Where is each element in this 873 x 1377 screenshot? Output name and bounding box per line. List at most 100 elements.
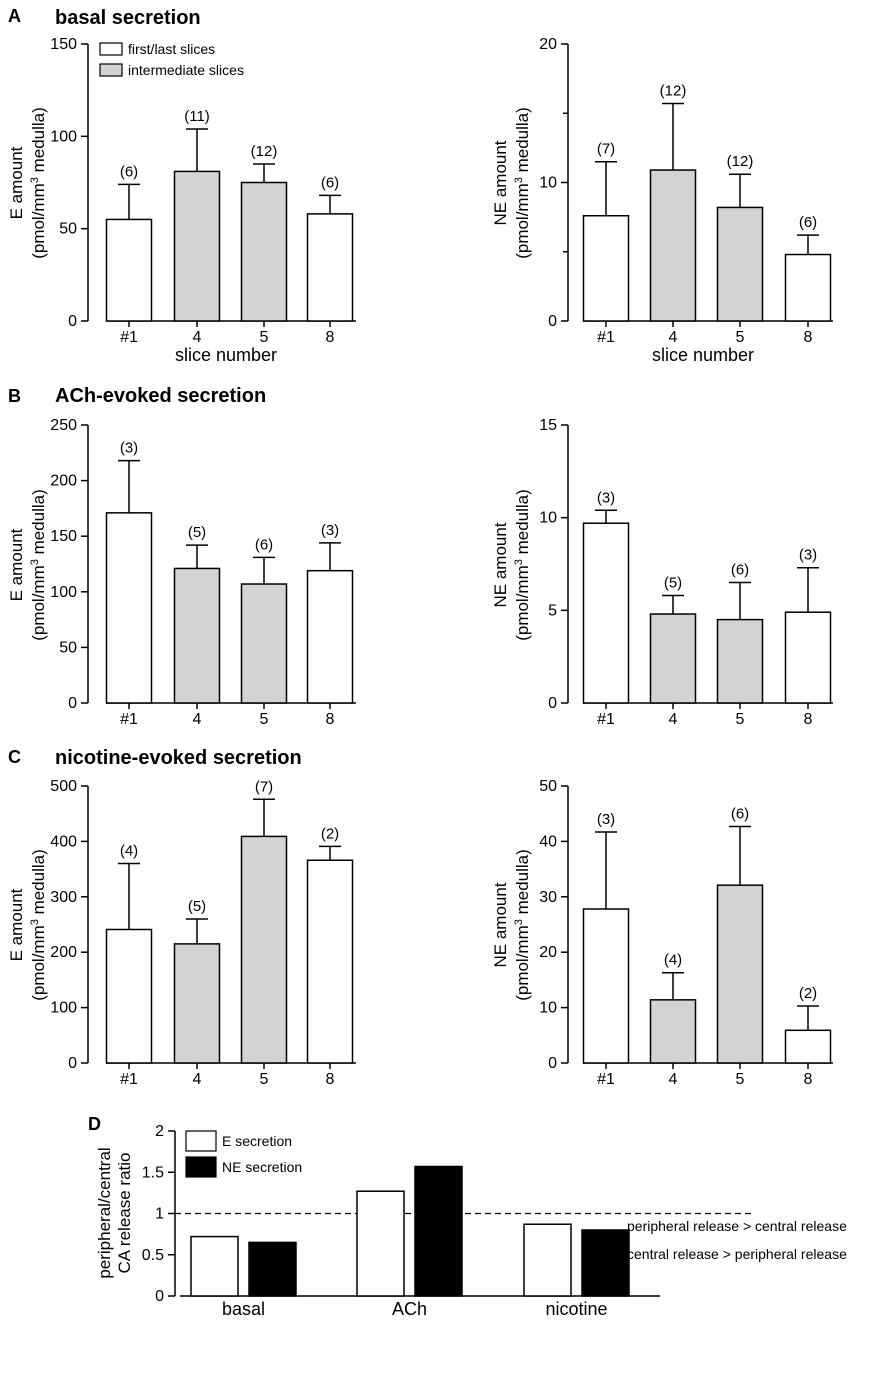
n-label: (6) bbox=[255, 536, 273, 553]
bar bbox=[784, 611, 832, 704]
chart-ach-ne: 0 5 10 15 (3) #1 (5) 4 (6) 5 (3) 8 bbox=[539, 417, 833, 728]
y-tick-label: 0 bbox=[548, 695, 557, 712]
x-label-a-e: slice number bbox=[175, 345, 277, 365]
y-tick-label: 0 bbox=[155, 1288, 164, 1305]
y-tick-label: 500 bbox=[50, 778, 77, 795]
bar bbox=[784, 1029, 832, 1064]
x-tick-label: 8 bbox=[804, 329, 813, 346]
y-label-line1: NE amount bbox=[491, 522, 510, 607]
bar-ne-secretion bbox=[248, 1241, 297, 1297]
y-tick-label: 200 bbox=[50, 944, 77, 961]
n-label: (2) bbox=[321, 825, 339, 842]
y-tick-label: 50 bbox=[539, 778, 557, 795]
x-tick-label: 4 bbox=[193, 329, 202, 346]
bar bbox=[306, 213, 354, 322]
n-label: (4) bbox=[120, 843, 138, 860]
legend-slices: first/last slices intermediate slices bbox=[99, 41, 244, 78]
n-label: (3) bbox=[120, 440, 138, 457]
panel-b-letter: B bbox=[8, 386, 21, 406]
bar-ne-secretion bbox=[414, 1165, 463, 1297]
n-label: (12) bbox=[251, 143, 278, 160]
x-tick-label: 8 bbox=[804, 1071, 813, 1088]
x-tick-label: 4 bbox=[193, 711, 202, 728]
y-tick-label: 0 bbox=[548, 1055, 557, 1072]
legend-swatch-first-last bbox=[99, 42, 123, 56]
y-tick-label: 2 bbox=[155, 1123, 164, 1140]
y-label-line1: NE amount bbox=[491, 140, 510, 225]
x-tick-label: #1 bbox=[597, 711, 615, 728]
n-label: (7) bbox=[255, 778, 273, 795]
n-label: (5) bbox=[664, 575, 682, 592]
chart-nicotine-ne: 0 10 20 30 40 50 (3) #1 (4) 4 (6) 5 (2) 8 bbox=[539, 778, 833, 1088]
legend-secretion: E secretion NE secretion bbox=[185, 1130, 302, 1178]
y-tick-label: 250 bbox=[50, 417, 77, 434]
y-tick-label: 1.5 bbox=[142, 1164, 164, 1181]
x-tick-label: nicotine bbox=[545, 1299, 607, 1319]
panel-c-letter: C bbox=[8, 747, 21, 767]
y-tick-label: 150 bbox=[50, 528, 77, 545]
n-label: (3) bbox=[597, 811, 615, 828]
y-tick-label: 0 bbox=[548, 313, 557, 330]
y-tick-label: 0 bbox=[68, 313, 77, 330]
n-label: (3) bbox=[799, 547, 817, 564]
bar-e-secretion bbox=[190, 1235, 239, 1297]
bar-ne-secretion bbox=[581, 1229, 630, 1297]
y-label-line2: CA release ratio bbox=[115, 1153, 134, 1274]
bar bbox=[173, 943, 221, 1064]
y-label-a-e: E amount (pmol/mm3 medulla) bbox=[7, 107, 48, 259]
x-label-a-ne: slice number bbox=[652, 345, 754, 365]
n-label: (5) bbox=[188, 524, 206, 541]
y-label-c-e: E amount (pmol/mm3 medulla) bbox=[7, 849, 48, 1001]
x-tick-label: 8 bbox=[804, 711, 813, 728]
bar bbox=[240, 835, 288, 1064]
x-tick-label: 5 bbox=[736, 1071, 745, 1088]
y-tick-label: 200 bbox=[50, 473, 77, 490]
x-tick-label: 4 bbox=[669, 711, 678, 728]
y-label-d: peripheral/central CA release ratio bbox=[95, 1147, 134, 1278]
bar-e-secretion bbox=[356, 1190, 405, 1297]
y-label-a-ne: NE amount (pmol/mm3 medulla) bbox=[491, 107, 532, 259]
y-tick-label: 5 bbox=[548, 602, 557, 619]
y-tick-label: 150 bbox=[50, 36, 77, 53]
n-label: (6) bbox=[731, 562, 749, 579]
bar bbox=[784, 253, 832, 322]
n-label: (2) bbox=[799, 985, 817, 1002]
y-label-line2: (pmol/mm3 medulla) bbox=[29, 107, 48, 259]
bar bbox=[649, 613, 697, 704]
n-label: (4) bbox=[664, 952, 682, 969]
bar bbox=[306, 859, 354, 1064]
bar bbox=[173, 170, 221, 322]
x-tick-label: #1 bbox=[597, 329, 615, 346]
panel-c-title: nicotine-evoked secretion bbox=[55, 747, 302, 769]
y-tick-label: 50 bbox=[59, 221, 77, 238]
chart-release-ratio: 0 0.5 1 1.5 2 basal ACh nicotine bbox=[142, 1123, 752, 1319]
chart-basal-e: 0 50 100 150 (6) #1 (11) 4 (12) 5 (6) 8 bbox=[50, 36, 356, 346]
y-label-line2: (pmol/mm3 medulla) bbox=[513, 489, 532, 641]
x-tick-label: 8 bbox=[326, 711, 335, 728]
x-tick-label: 8 bbox=[326, 329, 335, 346]
y-label-b-ne: NE amount (pmol/mm3 medulla) bbox=[491, 489, 532, 641]
y-tick-label: 50 bbox=[59, 639, 77, 656]
y-tick-label: 400 bbox=[50, 833, 77, 850]
n-label: (12) bbox=[727, 153, 754, 170]
y-label-c-ne: NE amount (pmol/mm3 medulla) bbox=[491, 849, 532, 1001]
bar bbox=[173, 567, 221, 704]
y-tick-label: 300 bbox=[50, 889, 77, 906]
bar bbox=[582, 522, 630, 704]
x-tick-label: #1 bbox=[120, 329, 138, 346]
n-label: (5) bbox=[188, 898, 206, 915]
chart-basal-ne: 0 10 20 (7) #1 (12) 4 (12) 5 (6) 8 bbox=[539, 36, 833, 346]
y-tick-label: 20 bbox=[539, 944, 557, 961]
y-tick-label: 0.5 bbox=[142, 1247, 164, 1264]
x-tick-label: ACh bbox=[392, 1299, 427, 1319]
bar bbox=[716, 884, 764, 1064]
y-tick-label: 10 bbox=[539, 175, 557, 192]
bar bbox=[716, 618, 764, 704]
y-tick-label: 100 bbox=[50, 1000, 77, 1017]
chart-ach-e: 0 50 100 150 200 250 (3) #1 (5) 4 (6) 5 (3) 8 bbox=[50, 417, 356, 728]
y-tick-label: 10 bbox=[539, 510, 557, 527]
y-tick-label: 30 bbox=[539, 889, 557, 906]
n-label: (6) bbox=[321, 174, 339, 191]
y-tick-label: 15 bbox=[539, 417, 557, 434]
y-label-line1: NE amount bbox=[491, 882, 510, 967]
